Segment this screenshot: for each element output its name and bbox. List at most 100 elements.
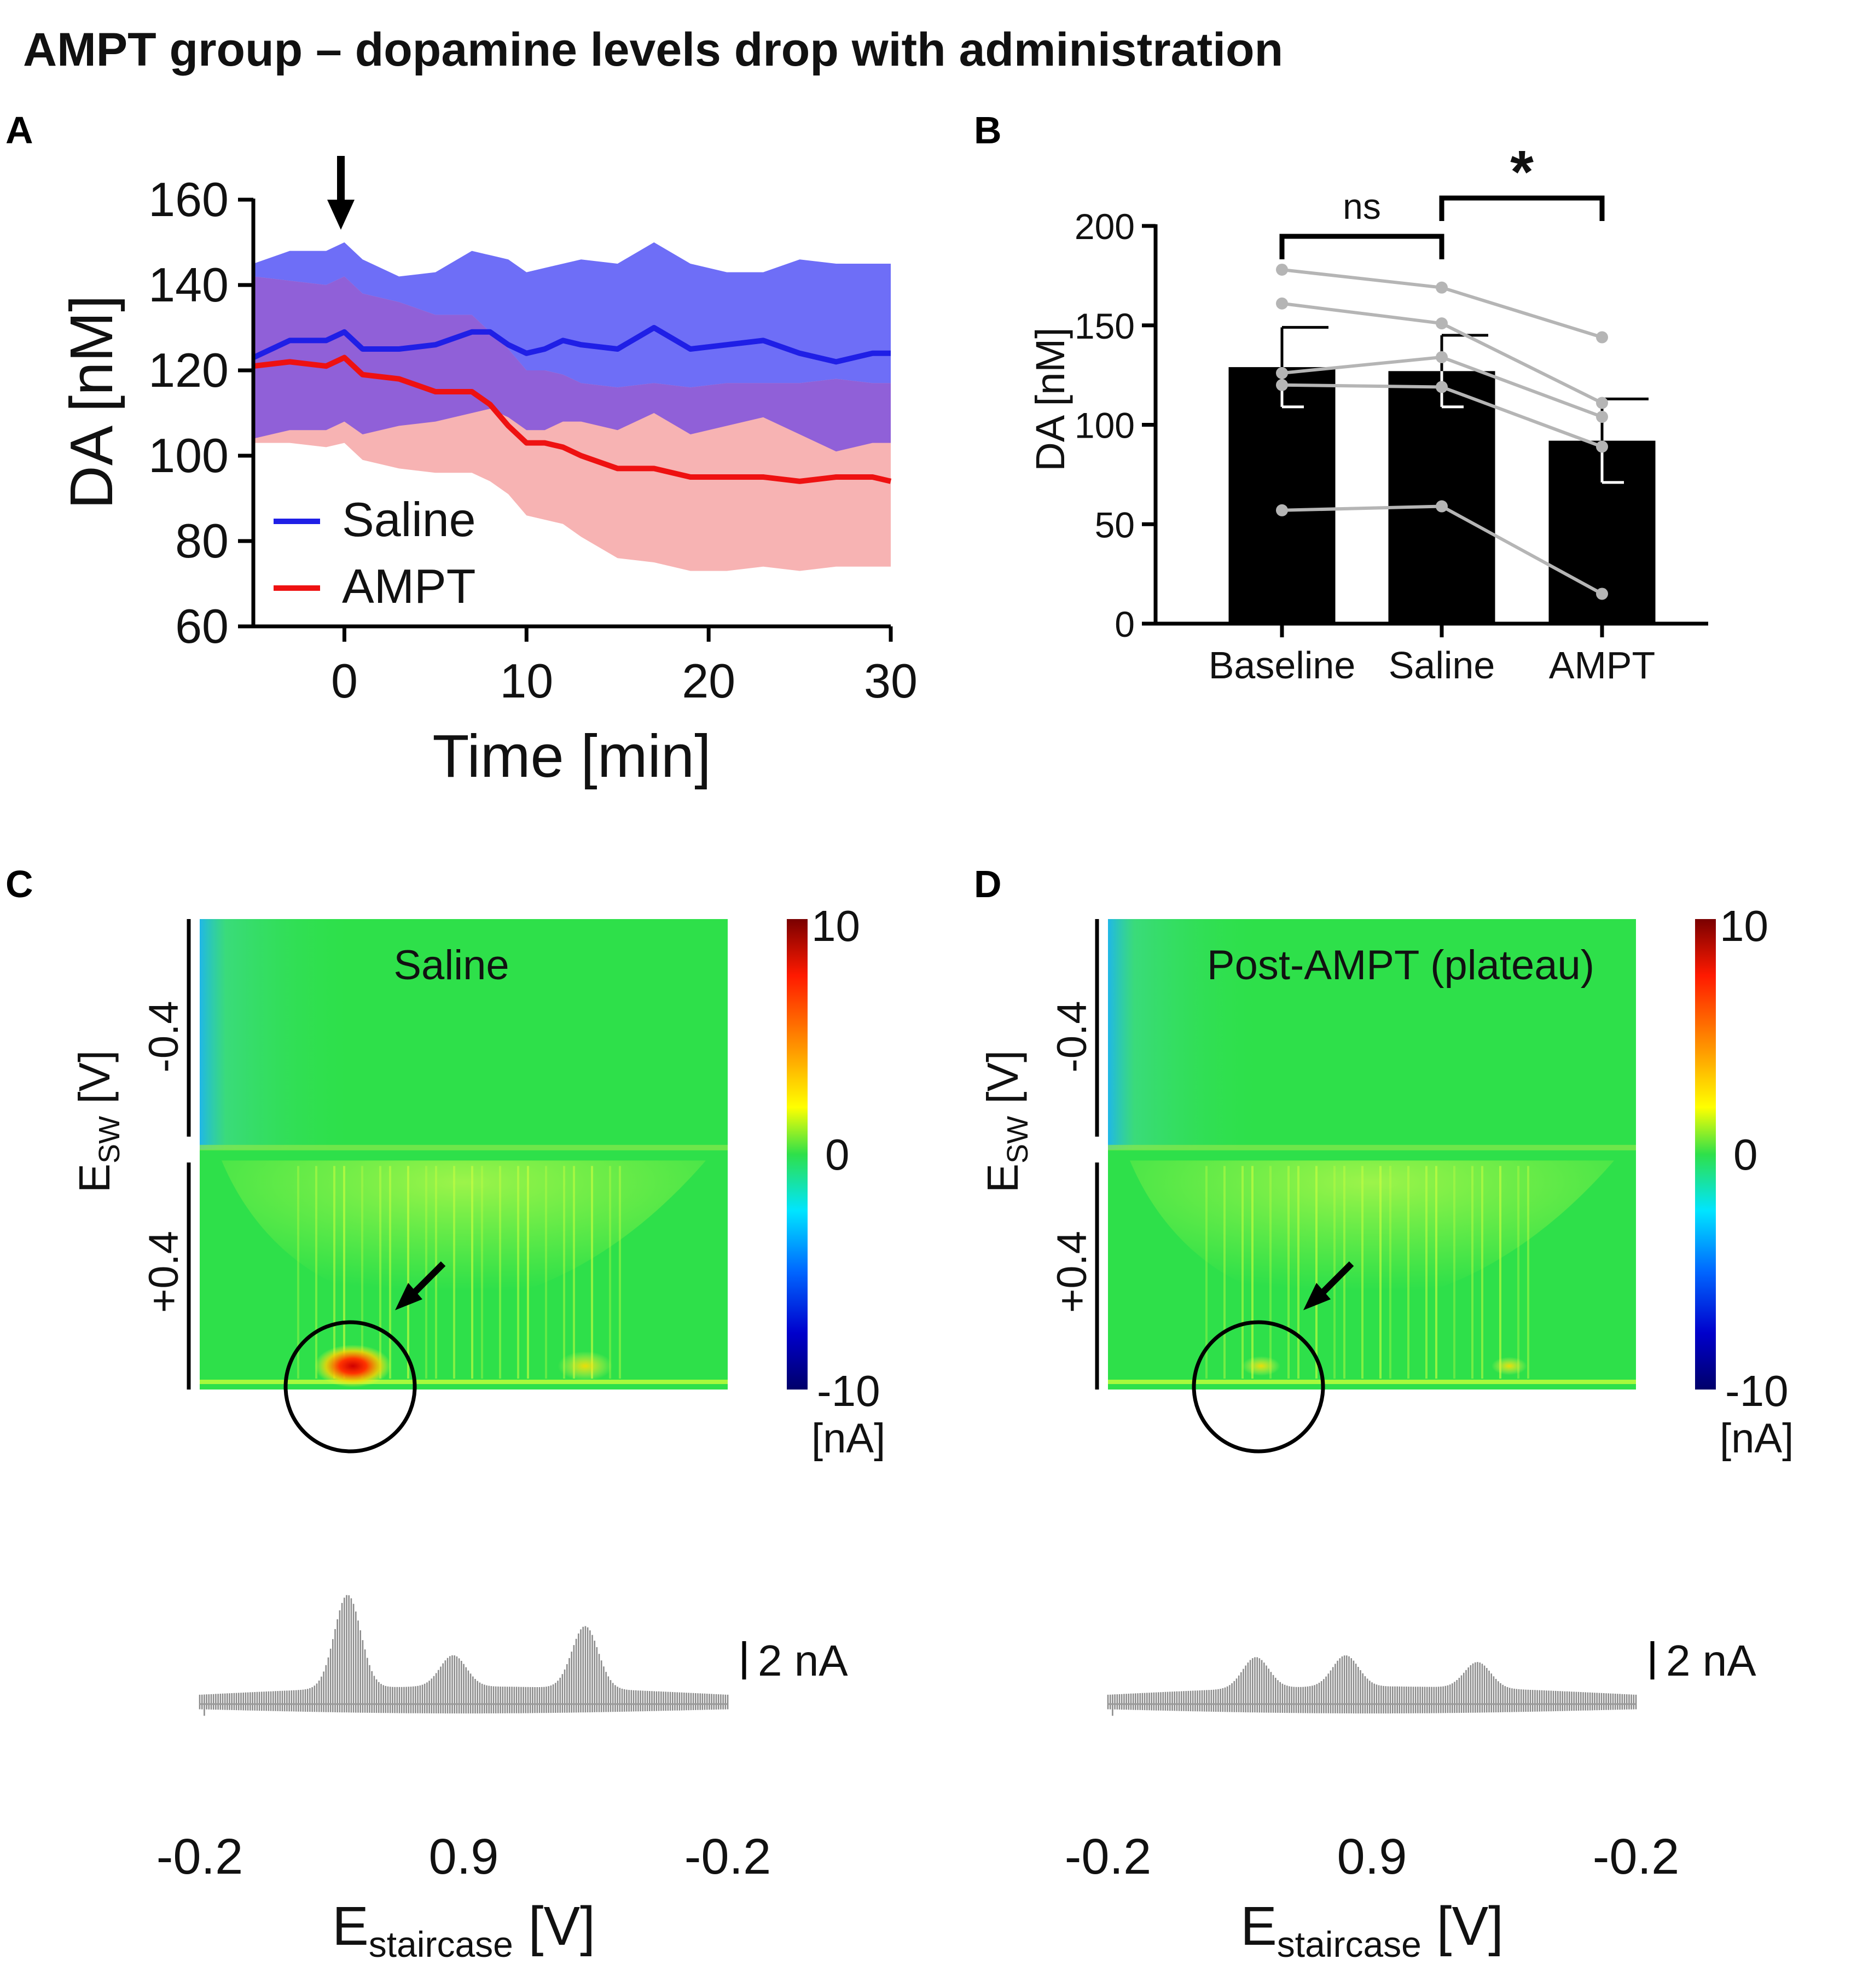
bar-saline <box>1388 371 1495 624</box>
panel-b-significance: ns * <box>1279 138 1605 259</box>
scale-bar-label: 2 nA <box>758 1636 848 1685</box>
paired-point <box>1436 381 1448 393</box>
x-tick-label: -0.2 <box>1593 1829 1680 1885</box>
paired-point <box>1436 500 1448 513</box>
significance-bracket <box>1279 234 1444 259</box>
voltammetry-trace <box>199 1595 729 1716</box>
panel-a-y-axis-label: DA [nM] <box>58 295 125 509</box>
legend-label-ampt: AMPT <box>342 559 475 613</box>
y-axis-label: ESW [V] <box>70 1050 126 1193</box>
x-axis-label: Estaircase [V] <box>332 1896 595 1964</box>
significance-bracket <box>1439 195 1605 221</box>
heatmap-title: Post-AMPT (plateau) <box>1207 942 1594 989</box>
y-tick-label-negative: -0.4 <box>141 1001 187 1073</box>
panel-b-y-tick-label: 0 <box>1115 604 1135 644</box>
heatmap-transition-band <box>200 1144 728 1150</box>
x-axis-label-main: E <box>332 1896 369 1957</box>
heatmap-hotspot <box>1491 1357 1527 1375</box>
y-tick-label-positive: +0.4 <box>141 1231 187 1313</box>
y-axis-label-unit: [V] <box>978 1050 1027 1116</box>
colorbar-min-label: -10 <box>1725 1367 1789 1415</box>
colorbar-min-label: -10 <box>817 1367 880 1415</box>
paired-point <box>1436 351 1448 363</box>
figure-title: AMPT group – dopamine levels drop with a… <box>23 24 1283 76</box>
paired-point <box>1276 367 1288 379</box>
panel-a-y-tick-label: 80 <box>175 514 229 568</box>
colorbar-max-label: 10 <box>1720 902 1768 950</box>
panel-a-x-tick-label: 10 <box>500 654 553 708</box>
overlap-confidence-band <box>253 276 891 452</box>
heatmap-hotspot <box>314 1345 391 1387</box>
panel-a-y-tick-label: 120 <box>148 343 229 397</box>
x-axis-label: Estaircase [V] <box>1240 1896 1504 1964</box>
bar-baseline <box>1228 367 1336 624</box>
panel-a-axes: 60 80 100 120 140 160 0 10 20 30 <box>148 172 918 708</box>
y-axis-label-main: E <box>978 1164 1027 1193</box>
trace-lines <box>199 1595 729 1716</box>
heatmap-bottom-band <box>200 1380 728 1384</box>
panel-a-line-chart: 60 80 100 120 140 160 0 10 20 30 Saline AMPT Time… <box>58 156 918 790</box>
x-axis-label-subscript: staircase <box>1277 1924 1421 1964</box>
panel-a-x-tick-label: 0 <box>331 654 358 708</box>
administration-arrow <box>327 156 355 230</box>
paired-point <box>1596 588 1608 600</box>
panel-a-legend: Saline AMPT <box>274 492 476 613</box>
heatmap-transition-band <box>1108 1144 1636 1150</box>
heatmap-positive-fan <box>222 1160 706 1306</box>
legend-label-saline: Saline <box>342 492 476 547</box>
panel-b-axes: 0 50 100 150 200 Baseline Saline AMPT <box>1075 206 1708 687</box>
hotspot-pointer-arrowhead <box>1303 1283 1331 1310</box>
heatmap-bottom-band <box>1108 1380 1636 1384</box>
y-axis-label-subscript: SW <box>93 1116 126 1164</box>
panel-label-d: D <box>974 863 1002 905</box>
colorbar-mid-label: 0 <box>1733 1130 1758 1179</box>
panel-b-y-axis-label: DA [nM] <box>1028 327 1073 471</box>
panel-b-y-tick-label: 200 <box>1075 206 1135 247</box>
y-axis-label-main: E <box>70 1164 119 1193</box>
heatmap-hotspot <box>1241 1356 1280 1376</box>
panel-a-y-tick-label: 60 <box>175 599 229 653</box>
x-tick-label: 0.9 <box>429 1829 499 1885</box>
panel-b-paired-points <box>1276 263 1608 600</box>
panel-a-y-tick-label: 100 <box>148 428 229 483</box>
scale-bar-label: 2 nA <box>1666 1636 1756 1685</box>
colorbar-mid-label: 0 <box>825 1130 850 1179</box>
x-axis-label-main: E <box>1240 1896 1277 1957</box>
y-tick-label-positive: +0.4 <box>1049 1231 1095 1313</box>
heatmap-hotspot <box>558 1351 613 1381</box>
paired-point <box>1596 410 1608 423</box>
panel-a-x-axis-label: Time [min] <box>432 723 711 790</box>
ampt-mean-line <box>253 354 892 484</box>
y-axis-label-subscript: SW <box>1001 1116 1034 1164</box>
paired-point <box>1596 331 1608 344</box>
heatmap-negative-region <box>1108 919 1636 1150</box>
panel-b-x-tick-label: Saline <box>1389 644 1495 687</box>
voltammetry-trace <box>1107 1655 1637 1716</box>
x-axis-label-unit: [V] <box>1421 1896 1504 1957</box>
colorbar-max-label: 10 <box>811 902 860 950</box>
heatmap-positive-fan <box>1130 1160 1614 1306</box>
hotspot-highlight-circle <box>1192 1320 1325 1454</box>
panel-b-bars <box>1228 367 1656 624</box>
paired-point <box>1596 397 1608 409</box>
panel-b-x-tick-label: AMPT <box>1549 644 1655 687</box>
panel-a-y-tick-label: 160 <box>148 172 229 226</box>
x-tick-label: -0.2 <box>684 1829 771 1885</box>
paired-point <box>1436 281 1448 294</box>
panel-b-x-tick-label: Baseline <box>1209 644 1356 687</box>
panel-b-bar-chart: 0 50 100 150 200 Baseline Saline AMPT ns * DA [n… <box>1028 138 1708 687</box>
panel-a-x-tick-label: 20 <box>682 654 735 708</box>
y-tick-label-negative: -0.4 <box>1049 1001 1095 1073</box>
colorbar <box>1695 919 1716 1390</box>
x-axis-label-subscript: staircase <box>369 1924 513 1964</box>
hotspot-pointer-arrow <box>408 1261 446 1299</box>
panel-a-y-tick-label: 140 <box>148 258 229 312</box>
hotspot-pointer-arrowhead <box>395 1283 423 1310</box>
significance-label: ns <box>1343 186 1381 226</box>
panel-b-y-tick-label: 100 <box>1075 405 1135 446</box>
x-tick-label: -0.2 <box>156 1829 243 1885</box>
significance-label: * <box>1510 138 1534 206</box>
paired-point <box>1276 379 1288 391</box>
